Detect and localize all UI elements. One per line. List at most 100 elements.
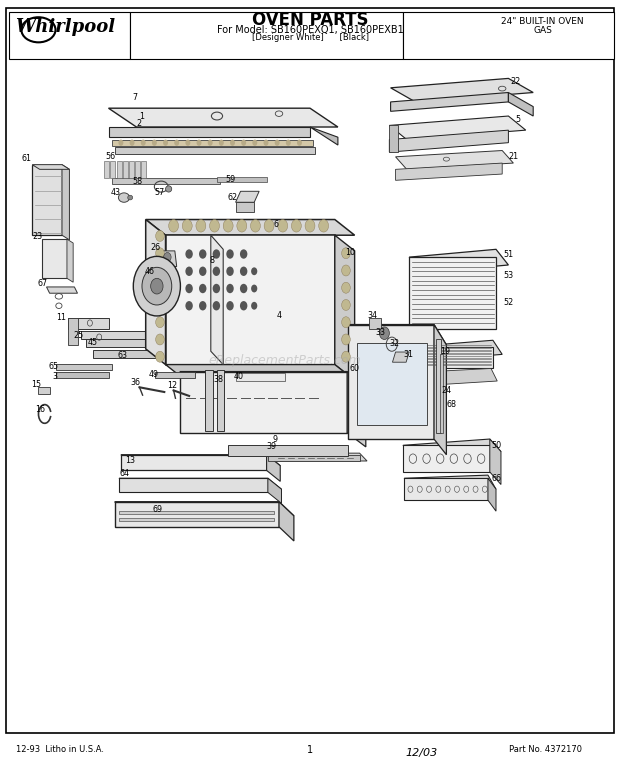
Text: 31: 31 [403,350,413,359]
Text: 50: 50 [491,441,501,450]
Circle shape [213,267,220,276]
Circle shape [208,140,213,146]
Polygon shape [310,127,338,145]
Polygon shape [180,372,347,433]
Polygon shape [335,235,355,380]
Text: 68: 68 [446,400,456,409]
Polygon shape [166,365,355,380]
FancyBboxPatch shape [436,339,441,433]
Circle shape [251,285,257,292]
Text: 60: 60 [350,364,360,373]
Polygon shape [108,127,310,137]
FancyBboxPatch shape [81,331,198,339]
Circle shape [174,140,179,146]
Text: 34: 34 [367,310,377,320]
FancyBboxPatch shape [130,12,403,59]
Text: 49: 49 [149,370,159,379]
FancyBboxPatch shape [112,178,220,184]
Polygon shape [389,125,398,152]
Circle shape [152,140,157,146]
Text: 51: 51 [503,249,513,259]
Polygon shape [389,130,508,152]
Circle shape [213,284,220,293]
Polygon shape [348,325,446,345]
Polygon shape [115,502,294,516]
Text: 61: 61 [21,154,31,163]
Polygon shape [392,352,409,362]
Circle shape [156,317,164,328]
Circle shape [142,267,172,305]
Text: 21: 21 [508,152,518,162]
Polygon shape [119,478,268,492]
Text: 11: 11 [56,313,66,322]
Circle shape [185,140,190,146]
Polygon shape [268,478,281,503]
Circle shape [169,220,179,232]
Polygon shape [180,372,366,386]
Circle shape [342,317,350,328]
Text: 56: 56 [105,152,115,162]
Polygon shape [68,318,78,345]
Text: 36: 36 [130,378,140,387]
FancyBboxPatch shape [155,372,195,378]
Polygon shape [404,478,488,500]
Circle shape [156,351,164,362]
Text: 43: 43 [110,187,120,197]
Circle shape [199,284,206,293]
Text: 53: 53 [503,271,513,281]
FancyBboxPatch shape [440,354,443,433]
Circle shape [163,140,168,146]
Circle shape [237,220,247,232]
Polygon shape [415,368,497,386]
Text: 10: 10 [345,248,355,257]
Circle shape [264,220,274,232]
Ellipse shape [118,193,130,202]
FancyBboxPatch shape [9,12,130,59]
Text: 7: 7 [133,93,138,103]
Polygon shape [205,370,213,431]
Circle shape [342,282,350,293]
Text: 58: 58 [133,176,143,186]
Polygon shape [409,249,508,273]
Circle shape [197,140,202,146]
Circle shape [133,256,180,316]
Circle shape [250,220,260,232]
Text: 69: 69 [153,505,162,514]
Circle shape [240,284,247,293]
Text: 46: 46 [145,267,155,276]
Circle shape [156,282,164,293]
FancyBboxPatch shape [110,161,115,178]
Polygon shape [356,343,427,425]
FancyBboxPatch shape [403,12,614,59]
Circle shape [342,265,350,276]
Circle shape [141,140,146,146]
Polygon shape [166,235,335,365]
Polygon shape [62,165,69,240]
FancyBboxPatch shape [119,518,274,521]
Circle shape [286,140,291,146]
Circle shape [226,249,234,259]
Circle shape [151,278,163,294]
Ellipse shape [128,195,133,200]
Polygon shape [67,239,73,282]
Text: 13: 13 [125,456,135,466]
Text: 57: 57 [155,188,165,198]
Circle shape [240,249,247,259]
Polygon shape [146,220,355,235]
Text: 8: 8 [210,256,215,265]
Polygon shape [211,235,223,365]
Text: 5: 5 [515,114,520,124]
Polygon shape [115,147,315,154]
Polygon shape [228,445,348,456]
FancyBboxPatch shape [117,161,122,178]
Text: 2: 2 [136,118,141,128]
Circle shape [342,248,350,259]
Text: Part No. 4372170: Part No. 4372170 [509,745,582,754]
Polygon shape [217,370,224,431]
Polygon shape [112,140,313,146]
Text: 22: 22 [511,77,521,86]
Text: 65: 65 [48,362,58,372]
Ellipse shape [166,186,172,192]
Polygon shape [268,455,360,461]
Text: 23: 23 [32,232,42,241]
